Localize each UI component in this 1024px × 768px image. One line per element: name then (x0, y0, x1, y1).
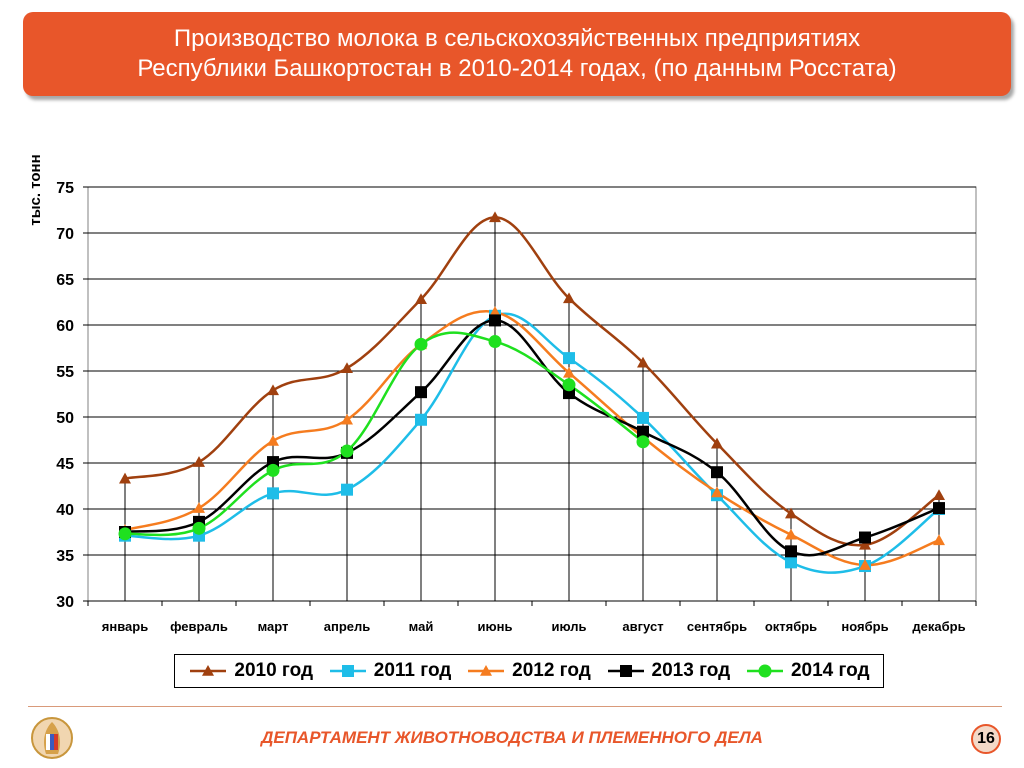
y-tick-label: 40 (56, 502, 74, 519)
legend-swatch (746, 664, 783, 678)
data-point (933, 534, 945, 546)
legend-item: 2011 год (328, 660, 452, 682)
data-point (785, 545, 797, 558)
legend-marker (480, 665, 493, 676)
data-point (637, 425, 649, 438)
line-chart: 30 35 40 45 50 55 60 65 70 75 январь февраль март апр… (27, 154, 977, 634)
legend-label: 2011 год (373, 660, 452, 681)
x-tick-label: август (622, 619, 663, 634)
title-line-1: Производство молока в сельскохозяйственн… (173, 25, 861, 52)
data-point (933, 502, 945, 515)
y-axis-label: тыс. тонн (27, 154, 44, 225)
y-tick-label: 50 (56, 410, 74, 427)
data-point (489, 306, 501, 317)
x-tick-label: апрель (324, 619, 371, 634)
legend-item: 2013 год (606, 660, 731, 682)
legend-item: 2010 год (188, 660, 313, 682)
data-point (267, 384, 279, 396)
data-point (119, 472, 131, 484)
data-point (859, 538, 871, 550)
x-tick-label: февраль (170, 619, 228, 634)
data-point (193, 456, 205, 467)
data-point (711, 486, 723, 498)
legend-swatch (607, 665, 644, 677)
data-point (193, 502, 205, 513)
data-point (636, 435, 650, 449)
data-point (785, 556, 797, 569)
data-point (562, 378, 576, 392)
legend-label: 2010 год (234, 660, 314, 681)
legend-swatch (329, 665, 366, 677)
department-name: ДЕПАРТАМЕНТ ЖИВОТНОВОДСТВА И ПЛЕМЕННОГО … (261, 728, 763, 747)
data-point (785, 507, 797, 519)
x-tick-label: июнь (478, 619, 513, 634)
series-line-2011-год (124, 312, 940, 574)
data-point (415, 386, 427, 399)
y-tick-label: 55 (56, 364, 74, 381)
data-point (267, 487, 279, 500)
data-point (340, 444, 354, 458)
data-point (711, 437, 723, 449)
y-tick-label: 30 (56, 594, 74, 611)
data-point (859, 531, 871, 544)
page-number: 16 (971, 724, 1001, 754)
legend-label: 2014 год (790, 660, 870, 681)
data-point (637, 411, 649, 424)
y-tick-label: 70 (56, 226, 74, 243)
x-tick-label: март (258, 619, 289, 634)
y-tick-label: 65 (56, 272, 74, 289)
x-tick-label: май (409, 619, 434, 634)
x-tick-label: июль (551, 619, 586, 634)
data-point (341, 413, 353, 425)
data-point (415, 293, 427, 305)
y-tick-label: 35 (56, 548, 74, 565)
x-tick-label: декабрь (912, 619, 965, 634)
legend-label: 2012 год (512, 660, 591, 681)
data-point (859, 559, 871, 570)
x-tick-label: ноябрь (841, 619, 888, 634)
legend-item: 2014 год (745, 660, 870, 682)
x-tick-label: сентябрь (687, 619, 747, 634)
legend-marker (619, 665, 632, 677)
data-point (266, 463, 280, 477)
legend-marker (341, 665, 354, 677)
data-point (341, 362, 353, 374)
legend-swatch (468, 665, 505, 676)
x-tick-label: октябрь (765, 619, 817, 634)
data-point (489, 314, 501, 327)
data-point (785, 528, 797, 540)
title-line-2: Республики Башкортостан в 2010-2014 года… (137, 55, 897, 82)
legend-swatch (190, 665, 227, 676)
data-point (563, 366, 575, 378)
legend-marker (202, 665, 215, 676)
data-point (192, 521, 206, 535)
y-tick-label: 75 (56, 180, 74, 197)
legend-label: 2013 год (651, 660, 731, 681)
data-point (563, 292, 575, 304)
legend-marker (758, 664, 772, 678)
legend-item: 2012 год (466, 660, 591, 682)
data-point (415, 413, 427, 426)
data-point (637, 356, 649, 368)
series-line-2010-год (124, 216, 940, 547)
series-line-2013-год (124, 319, 940, 557)
chart-legend: 2010 год 2011 год 2012 год 2013 год 2014 год (174, 654, 884, 688)
footer-divider (28, 706, 1002, 707)
data-point (933, 489, 945, 500)
data-point (489, 211, 501, 223)
data-point (563, 352, 575, 365)
data-point (414, 337, 428, 351)
data-point (341, 483, 353, 496)
data-point (267, 434, 279, 446)
y-tick-label: 45 (56, 456, 74, 473)
series-line-2014-год (124, 331, 644, 537)
data-point (488, 335, 502, 349)
x-tick-label: январь (102, 619, 148, 634)
title-banner: Производство молока в сельскохозяйственн… (23, 12, 1011, 96)
y-tick-label: 60 (56, 318, 74, 335)
data-point (711, 466, 723, 479)
ministry-logo (31, 717, 73, 759)
data-point (118, 527, 132, 541)
